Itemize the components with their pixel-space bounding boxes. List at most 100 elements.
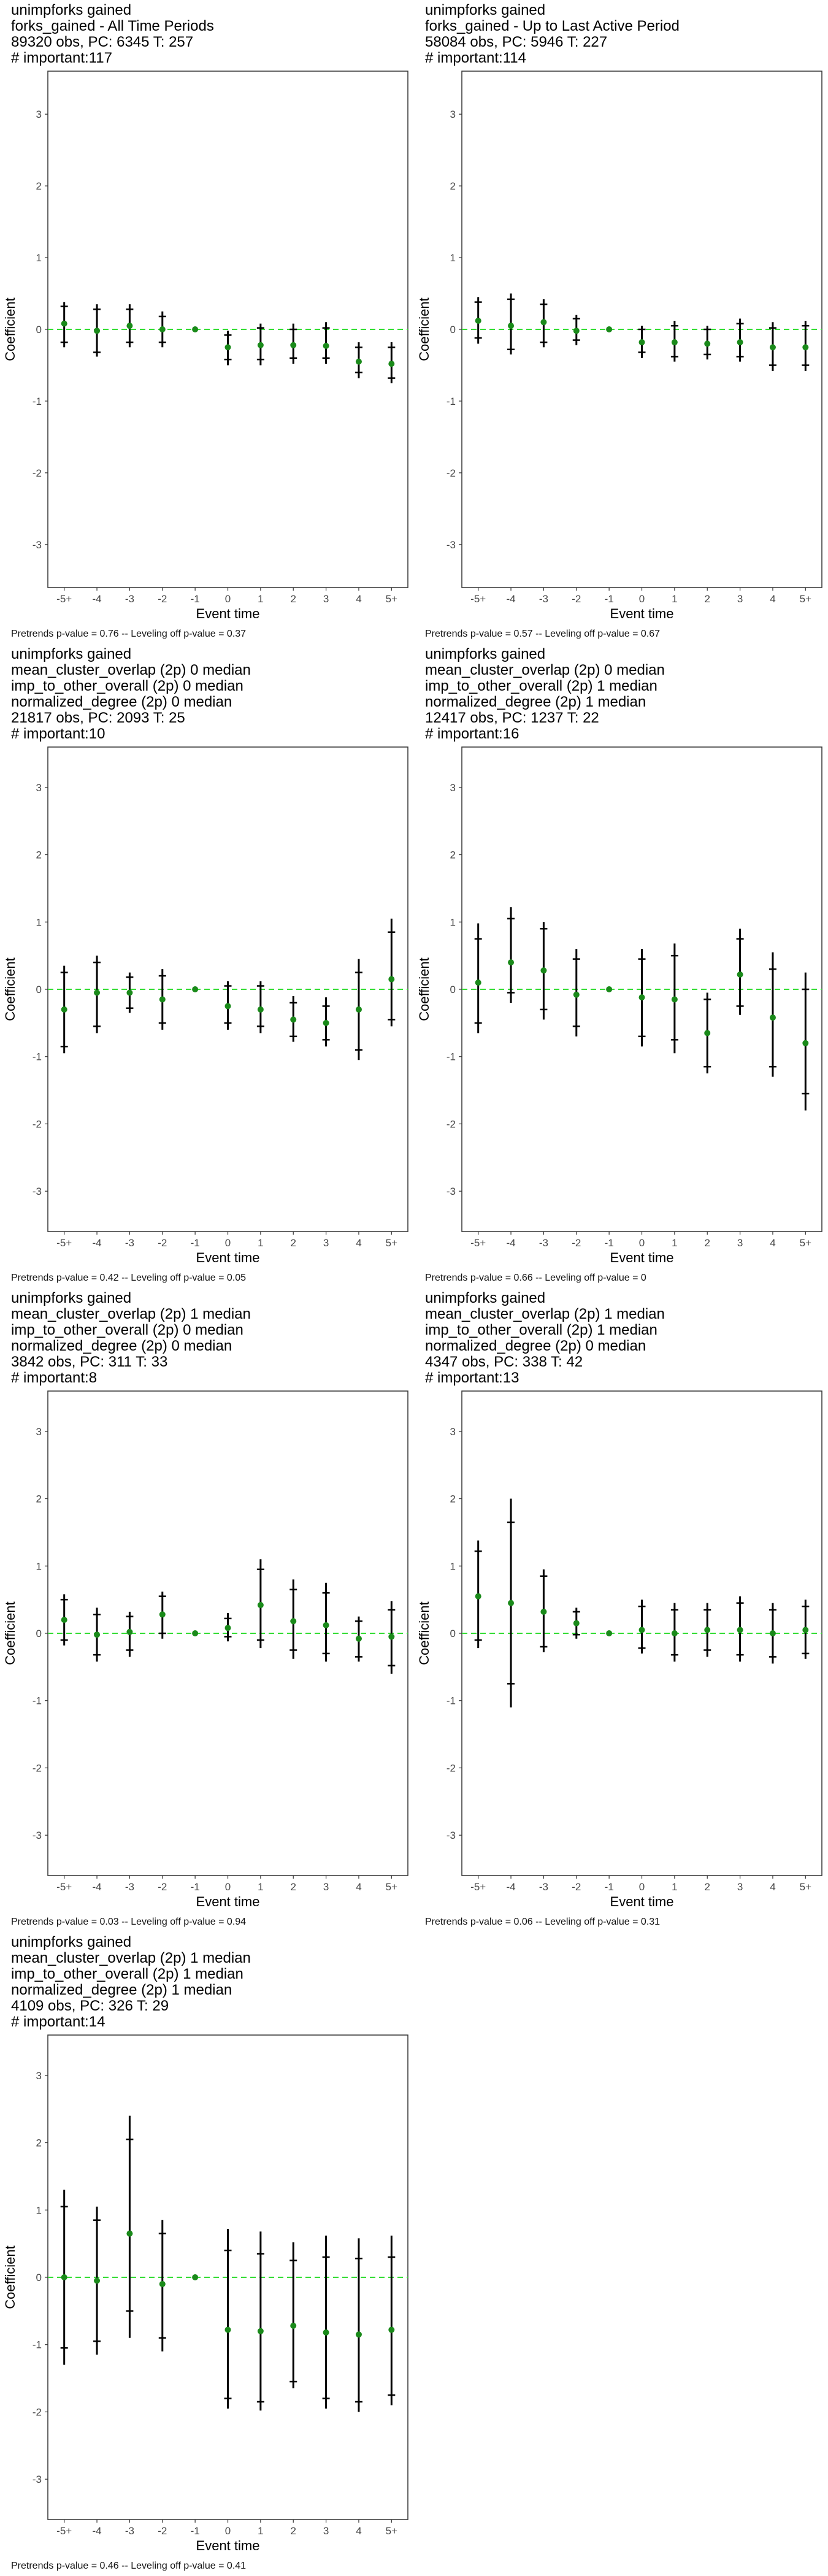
point-estimate (159, 1611, 166, 1618)
pvalue-footer: Pretrends p-value = 0.03 -- Leveling off… (11, 1917, 246, 1927)
estimate-group (540, 299, 548, 348)
x-tick-label: 0 (639, 593, 645, 605)
y-tick-label: 2 (36, 849, 42, 861)
point-estimate (540, 319, 547, 326)
y-tick-label: 3 (450, 109, 456, 120)
estimate-group (540, 922, 548, 1020)
chart-title-line: 4347 obs, PC: 338 T: 42 (425, 1354, 583, 1370)
estimate-group (802, 1600, 810, 1659)
x-tick-label: -1 (191, 593, 200, 605)
x-tick-label: -4 (506, 593, 515, 605)
point-estimate (475, 1593, 481, 1600)
chart-title-line: unimpforks gained (11, 2, 131, 18)
x-tick-label: -1 (605, 1237, 614, 1249)
point-estimate (606, 326, 613, 332)
x-tick-label: -3 (539, 1881, 548, 1893)
estimate-group (192, 1630, 199, 1636)
estimate-group (769, 322, 776, 371)
point-estimate (257, 1006, 264, 1013)
chart-title-line: # important:13 (425, 1370, 519, 1386)
y-tick-label: -2 (447, 1118, 456, 1130)
estimate-group (572, 949, 580, 1037)
point-estimate (508, 1600, 515, 1606)
chart-title-line: normalized_degree (2p) 1 median (11, 1982, 232, 1998)
estimate-group (60, 965, 68, 1054)
estimate-group (638, 1600, 646, 1654)
x-tick-label: 5+ (386, 1237, 397, 1249)
pvalue-footer: Pretrends p-value = 0.57 -- Leveling off… (425, 629, 660, 639)
chart-title-line: normalized_degree (2p) 1 median (425, 694, 646, 710)
estimate-group (388, 1601, 396, 1674)
x-axis-label: Event time (196, 1894, 260, 1909)
x-axis-label: Event time (196, 1250, 260, 1265)
chart-title-line: normalized_degree (2p) 0 median (11, 1338, 232, 1354)
point-estimate (159, 996, 166, 1003)
x-tick-label: -5+ (470, 1237, 486, 1249)
point-estimate (257, 2328, 264, 2334)
estimate-group (256, 2231, 264, 2411)
point-estimate (290, 1016, 297, 1023)
x-tick-label: 4 (770, 593, 775, 605)
estimate-group (224, 1613, 232, 1642)
estimate-group (224, 981, 232, 1030)
point-estimate (769, 1014, 776, 1021)
y-tick-label: 0 (36, 324, 42, 335)
x-tick-label: 5+ (800, 593, 811, 605)
x-axis-label: Event time (196, 2538, 260, 2553)
pvalue-footer: Pretrends p-value = 0.66 -- Leveling off… (425, 1273, 646, 1283)
x-tick-label: 2 (290, 2525, 296, 2537)
estimate-group (474, 1540, 482, 1649)
estimate-group (355, 1616, 362, 1662)
x-tick-label: 4 (356, 1881, 361, 1893)
estimate-group (802, 972, 810, 1111)
chart-title-line: 3842 obs, PC: 311 T: 33 (11, 1354, 167, 1370)
estimate-group (60, 302, 68, 348)
chart-title-line: mean_cluster_overlap (2p) 0 median (11, 662, 251, 678)
x-tick-label: -5+ (56, 1881, 72, 1893)
point-estimate (606, 986, 613, 992)
point-estimate (671, 996, 678, 1003)
x-tick-label: 0 (225, 1881, 231, 1893)
x-tick-label: -3 (539, 1237, 548, 1249)
point-estimate (159, 2280, 166, 2287)
estimate-group (192, 986, 199, 992)
point-estimate (540, 1608, 547, 1615)
chart-title-line: # important:8 (11, 1370, 97, 1386)
point-estimate (94, 2277, 101, 2284)
y-axis-label: Coefficient (416, 957, 432, 1021)
estimate-group (670, 320, 678, 362)
x-tick-label: 2 (290, 1881, 296, 1893)
y-tick-label: -2 (33, 467, 42, 479)
chart-title-line: imp_to_other_overall (2p) 0 median (11, 1322, 243, 1338)
estimate-group (93, 956, 101, 1033)
chart-title-line: normalized_degree (2p) 0 median (11, 694, 232, 710)
y-tick-label: 2 (36, 2137, 42, 2149)
estimate-group (93, 2206, 101, 2355)
x-tick-label: 4 (770, 1881, 775, 1893)
estimate-group (322, 1582, 330, 1662)
x-tick-label: 2 (704, 1881, 710, 1893)
y-tick-label: -3 (33, 2474, 42, 2485)
chart-title-line: # important:16 (425, 726, 519, 742)
estimate-group (355, 2238, 362, 2412)
point-estimate (192, 1630, 199, 1636)
chart-title-line: forks_gained - All Time Periods (11, 18, 214, 34)
x-tick-label: 1 (258, 593, 263, 605)
x-tick-label: 2 (704, 1237, 710, 1249)
y-tick-label: -2 (447, 1762, 456, 1774)
y-axis-label: Coefficient (2, 957, 18, 1021)
y-tick-label: -1 (33, 1051, 42, 1063)
x-tick-label: 0 (225, 593, 231, 605)
x-axis-label: Event time (610, 1250, 674, 1265)
x-tick-label: 1 (672, 1881, 677, 1893)
x-tick-label: -3 (125, 1881, 134, 1893)
chart-title-line: # important:10 (11, 726, 105, 742)
y-tick-label: -3 (33, 539, 42, 551)
y-axis-label: Coefficient (2, 1601, 18, 1665)
point-estimate (290, 342, 297, 348)
x-tick-label: 3 (737, 1237, 743, 1249)
y-tick-label: 2 (450, 180, 456, 192)
